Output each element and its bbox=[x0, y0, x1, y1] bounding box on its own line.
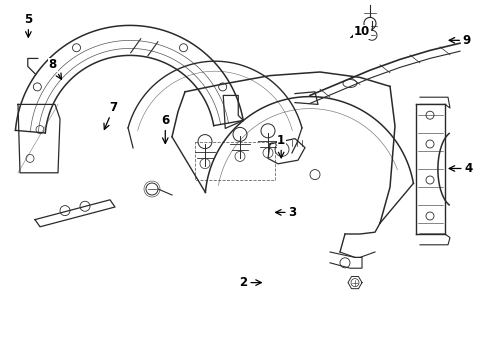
Text: 2: 2 bbox=[239, 276, 261, 289]
Text: 10: 10 bbox=[350, 25, 369, 38]
Text: 3: 3 bbox=[275, 206, 296, 219]
Text: 5: 5 bbox=[24, 13, 32, 37]
Text: 8: 8 bbox=[49, 58, 61, 79]
Text: 7: 7 bbox=[104, 102, 117, 129]
Text: 4: 4 bbox=[448, 162, 471, 175]
Text: 9: 9 bbox=[448, 34, 470, 47]
Text: 6: 6 bbox=[161, 114, 169, 143]
Text: 1: 1 bbox=[277, 134, 285, 158]
